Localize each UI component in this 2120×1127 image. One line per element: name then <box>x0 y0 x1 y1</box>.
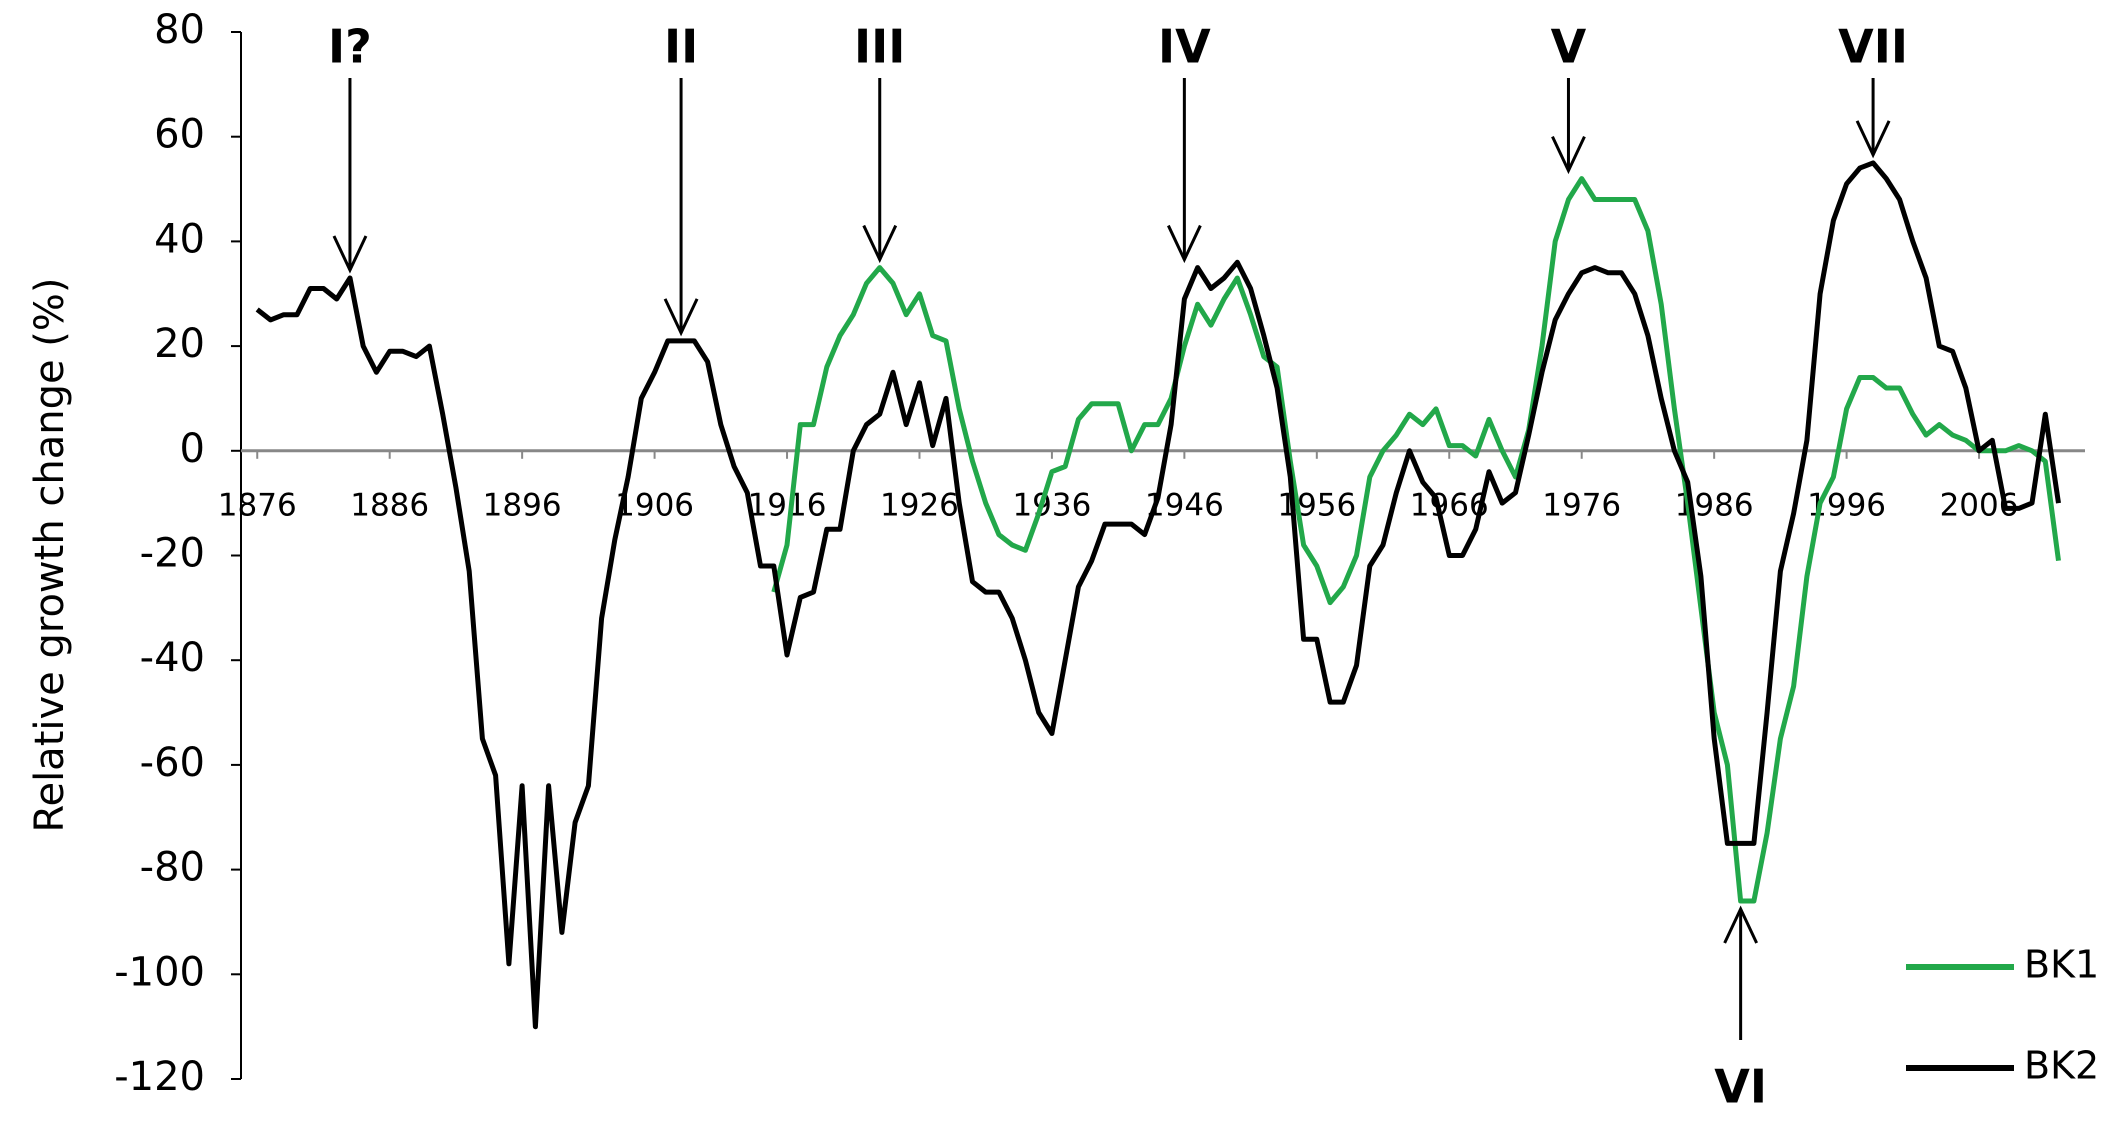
annotation-arrowhead <box>862 224 898 264</box>
x-tick-label: 1896 <box>483 487 562 523</box>
line <box>255 160 2061 1030</box>
annotation-label: VI <box>1714 1060 1767 1114</box>
annotation-arrowhead <box>1551 135 1586 175</box>
y-tick-label: -20 <box>140 531 205 577</box>
y-axis-title: Relative growth change (%) <box>27 277 73 832</box>
x-tick-label: 1916 <box>748 487 827 523</box>
x-tick-label: 1936 <box>1012 487 1091 523</box>
annotation-arrowhead <box>1723 905 1758 944</box>
annotation-label: II <box>664 20 698 74</box>
legend-label: BK2 <box>2024 1044 2099 1088</box>
annotation-label: IV <box>1158 20 1211 74</box>
annotation-arrowhead <box>332 235 368 274</box>
y-tick-label: -120 <box>114 1054 205 1100</box>
x-tick-label: 1976 <box>1542 487 1621 523</box>
legend-label: BK1 <box>2024 943 2099 987</box>
x-tick-label: 1926 <box>880 487 959 523</box>
annotation-label: III <box>854 20 905 74</box>
annotation-arrowhead <box>663 298 699 337</box>
y-tick-label: 40 <box>154 216 205 262</box>
line <box>771 176 2061 904</box>
y-tick-label: 80 <box>154 7 205 53</box>
x-tick-label: 1876 <box>218 487 297 523</box>
y-tick-label: 60 <box>154 112 205 158</box>
y-tick-label: 20 <box>154 321 205 367</box>
annotation-arrowhead <box>1167 224 1202 264</box>
y-tick-label: 0 <box>180 426 205 472</box>
x-tick-label: 1886 <box>350 487 429 523</box>
x-tick-label: 1966 <box>1410 487 1489 523</box>
y-tick-label: -100 <box>114 949 205 995</box>
x-tick-label: 1906 <box>615 487 694 523</box>
y-tick-label: -80 <box>140 845 205 891</box>
annotation-label: V <box>1551 20 1587 74</box>
annotation-label: I? <box>328 20 372 74</box>
annotation-arrowhead <box>1855 120 1891 159</box>
annotation-label: VII <box>1838 20 1908 74</box>
y-tick-label: -40 <box>140 635 205 681</box>
y-tick-label: -60 <box>140 740 205 786</box>
